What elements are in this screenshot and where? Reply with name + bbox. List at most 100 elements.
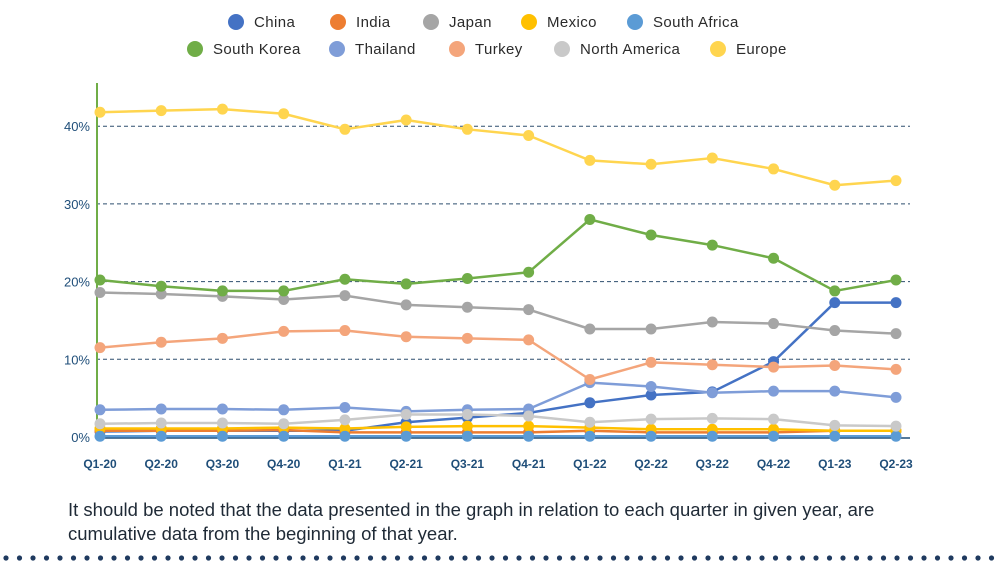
data-point-europe <box>829 179 841 191</box>
data-point-japan <box>523 304 535 316</box>
series-line-south-korea <box>99 218 897 293</box>
legend-item-china: China <box>228 14 295 31</box>
y-tick-label: 40% <box>64 119 90 134</box>
border-dot <box>907 555 914 561</box>
border-dot <box>637 555 644 561</box>
data-point-north-america <box>584 416 596 428</box>
legend-item-thailand: Thailand <box>329 41 415 58</box>
border-dot <box>556 555 563 561</box>
x-tick-label: Q2-22 <box>634 457 668 471</box>
border-dot <box>894 555 900 561</box>
legend-item-india: India <box>330 14 390 31</box>
legend-marker <box>710 41 726 57</box>
border-dot <box>124 555 131 561</box>
y-tick-label: 20% <box>64 275 90 290</box>
border-dot <box>57 555 63 561</box>
x-axis-ticks: Q1-20 Q2-20 Q3-20 Q4-20 Q1-21 Q2-21 Q3-21 Q4-21… <box>83 457 913 471</box>
series-north-america <box>94 408 902 432</box>
border-dot <box>624 555 630 561</box>
data-point-europe <box>768 163 780 175</box>
data-point-south-korea <box>400 278 412 290</box>
data-point-europe <box>890 175 902 187</box>
border-dot <box>840 555 846 561</box>
data-point-north-america <box>706 412 718 424</box>
legend: China India Japan Mexico South Africa South K… <box>187 14 786 58</box>
data-point-turkey <box>461 332 473 344</box>
data-point-south-africa <box>768 430 780 442</box>
data-point-mexico <box>523 420 535 432</box>
data-point-south-korea <box>278 285 290 297</box>
border-dot <box>489 555 495 561</box>
legend-marker <box>330 14 346 30</box>
data-point-south-korea <box>645 229 657 241</box>
border-dot <box>691 555 698 561</box>
legend-marker <box>329 41 345 57</box>
x-tick-label: Q1-23 <box>818 457 852 471</box>
border-dot <box>651 555 657 561</box>
data-point-south-africa <box>645 430 657 442</box>
series-thailand <box>94 377 902 417</box>
data-point-turkey <box>523 334 535 346</box>
data-point-turkey <box>278 325 290 337</box>
data-point-turkey <box>94 342 106 354</box>
data-point-europe <box>216 103 228 115</box>
legend-label: South Korea <box>213 41 301 58</box>
x-tick-label: Q2-23 <box>879 457 913 471</box>
border-dot <box>84 555 90 561</box>
data-point-europe <box>584 154 596 166</box>
data-point-south-africa <box>890 430 902 442</box>
border-dot <box>30 555 36 561</box>
y-tick-label: 30% <box>64 197 90 212</box>
chart-footnote: It should be noted that the data present… <box>68 499 875 544</box>
border-dot <box>219 555 225 561</box>
legend-marker <box>521 14 537 30</box>
data-point-japan <box>461 301 473 313</box>
data-point-south-africa <box>339 430 351 442</box>
border-dot <box>583 555 590 561</box>
border-dot <box>138 555 144 561</box>
chart-container: 0% 10% 20% 30% 40% Q1-20 Q2-20 Q3-20 Q4-20 Q1-21… <box>64 14 913 471</box>
data-point-north-america <box>278 418 290 430</box>
border-dot <box>880 555 887 561</box>
data-point-thailand <box>890 391 902 403</box>
series-line-india <box>100 428 896 434</box>
legend-label: China <box>254 14 295 31</box>
border-dot <box>259 555 266 561</box>
data-point-europe <box>523 130 535 142</box>
data-point-china <box>890 297 902 309</box>
border-dot <box>354 555 360 561</box>
border-dot <box>570 555 576 561</box>
data-point-mexico <box>400 421 412 433</box>
border-dot <box>462 555 468 561</box>
data-point-thailand <box>339 401 351 413</box>
data-point-south-korea <box>216 285 228 297</box>
data-point-europe <box>155 105 167 117</box>
legend-marker <box>228 14 244 30</box>
data-point-north-america <box>216 417 228 429</box>
border-dot <box>610 555 617 561</box>
data-point-south-korea <box>706 239 718 251</box>
data-point-north-america <box>400 408 412 420</box>
data-point-south-africa <box>94 430 106 442</box>
data-point-china <box>584 397 596 409</box>
series-line-mexico <box>100 424 896 433</box>
data-point-north-america <box>890 420 902 432</box>
series-turkey <box>94 325 902 386</box>
legend-item-south-africa: South Africa <box>627 14 739 31</box>
data-point-europe <box>645 158 657 170</box>
border-dot <box>165 555 171 561</box>
data-point-europe <box>706 152 718 164</box>
data-point-mexico <box>339 422 351 434</box>
data-point-north-america <box>461 408 473 420</box>
data-point-south-africa <box>461 430 473 442</box>
data-point-europe <box>339 123 351 135</box>
series-line-turkey <box>99 329 897 381</box>
y-axis-ticks: 0% 10% 20% 30% 40% <box>64 119 90 445</box>
x-tick-label: Q4-22 <box>757 457 791 471</box>
data-point-thailand <box>278 404 290 416</box>
data-point-turkey <box>706 359 718 371</box>
border-dot <box>745 555 752 561</box>
data-point-japan <box>706 316 718 328</box>
data-point-south-korea <box>461 272 473 284</box>
border-dot <box>313 555 320 561</box>
